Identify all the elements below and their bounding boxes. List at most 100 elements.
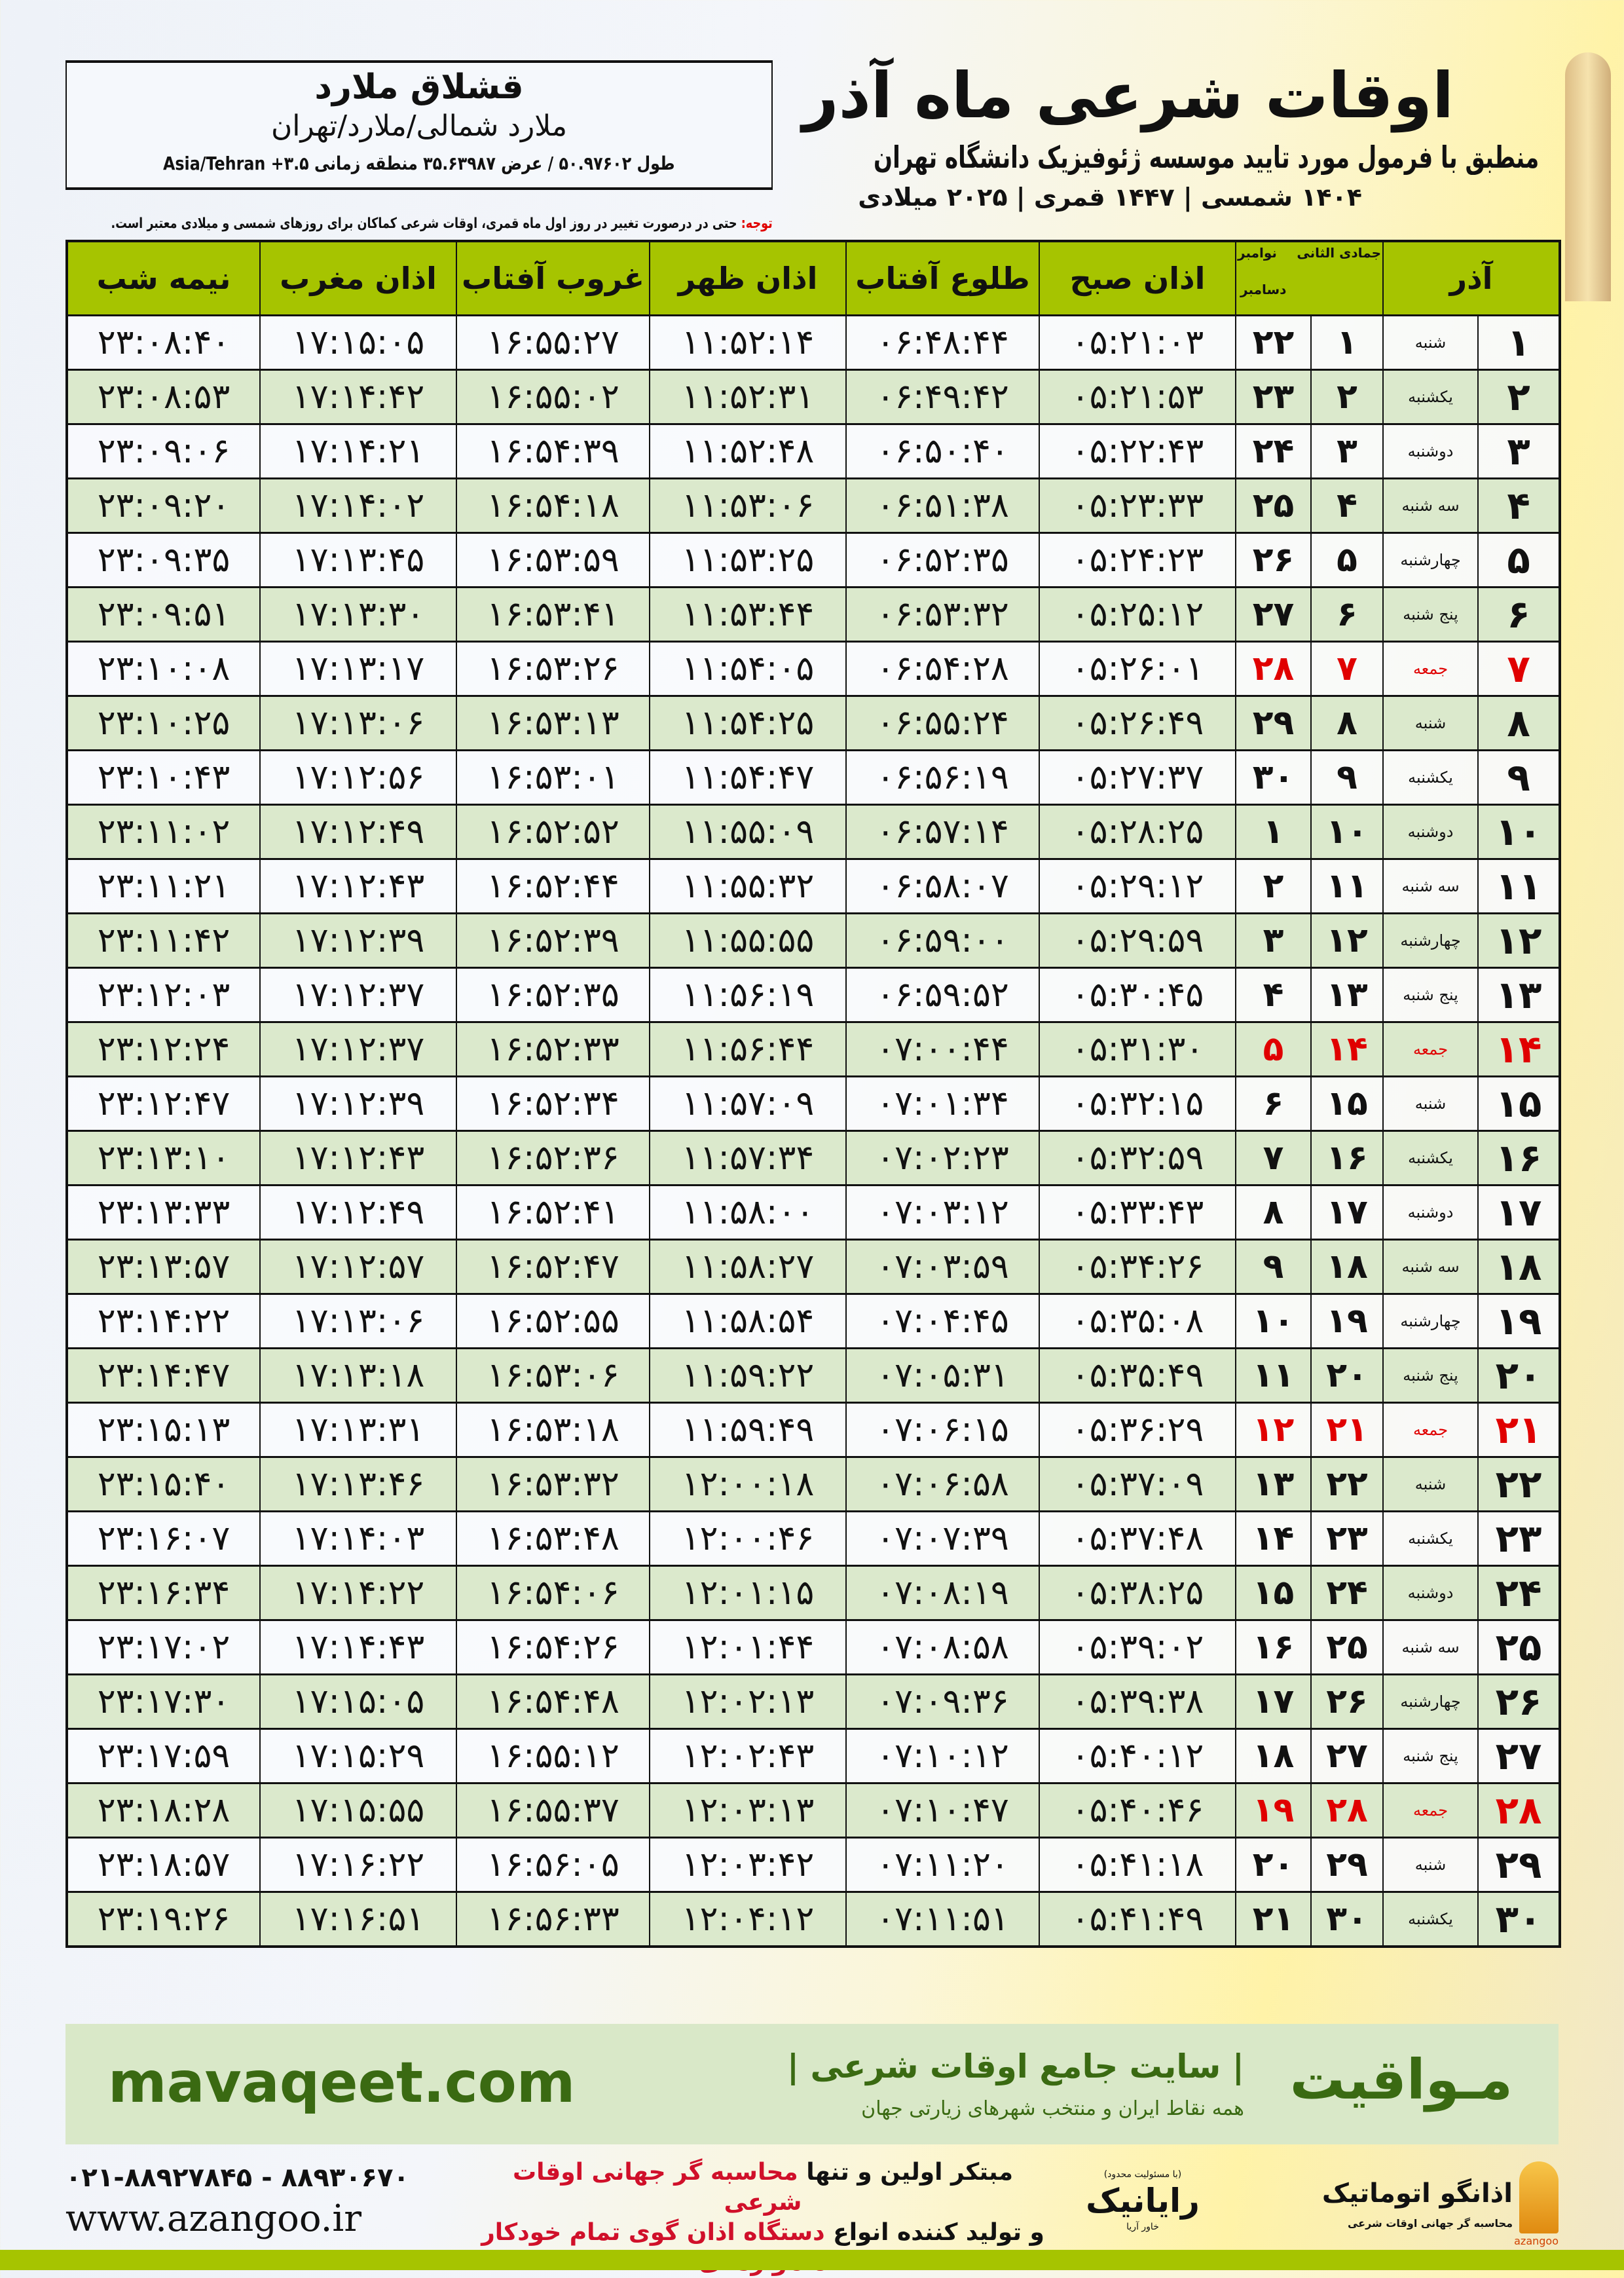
lunar-day: ۲۰ — [1310, 1347, 1384, 1404]
sunrise-time: ۰۶:۵۵:۲۴ — [845, 695, 1040, 751]
table-row: ۷ جمعه ۷ ۲۸ ۰۵:۲۶:۰۱ ۰۶:۵۴:۲۸ ۱۱:۵۴:۰۵ ۱۶:۵۳:۲۶… — [66, 641, 1561, 697]
weekday: سه شنبه — [1382, 858, 1479, 914]
table-row: ۲۳ یکشنبه ۲۳ ۱۴ ۰۵:۳۷:۴۸ ۰۷:۰۷:۳۹ ۱۲:۰۰:۴۶ ۱۶:۵… — [66, 1510, 1561, 1567]
weekday: شنبه — [1382, 1075, 1479, 1132]
midnight-time: ۲۳:۱۷:۳۰ — [66, 1673, 261, 1730]
dhuhr-time: ۱۱:۵۲:۴۸ — [649, 423, 847, 479]
greg-day: ۱۴ — [1234, 1510, 1312, 1567]
maghrib-time: ۱۷:۱۳:۰۶ — [259, 1293, 457, 1349]
sunset-time: ۱۶:۵۴:۴۸ — [456, 1673, 650, 1730]
page-title: اوقات شرعی ماه آذر — [802, 59, 1454, 132]
fajr-time: ۰۵:۲۷:۳۷ — [1039, 749, 1236, 806]
banner-tagline: | سایت جامع اوقات شرعی | — [786, 2047, 1244, 2085]
location-name: قشلاق ملارد — [314, 67, 524, 107]
sunset-time: ۱۶:۵۵:۰۲ — [456, 369, 650, 425]
azangoo-title: اذانگو اتوماتیک — [1321, 2178, 1513, 2209]
table-row: ۶ پنج شنبه ۶ ۲۷ ۰۵:۲۵:۱۲ ۰۶:۵۳:۳۲ ۱۱:۵۳:۴۴ ۱۶:۵… — [66, 586, 1561, 643]
midnight-time: ۲۳:۱۱:۴۲ — [66, 912, 261, 969]
azar-day: ۹ — [1477, 749, 1561, 806]
lunar-day: ۸ — [1310, 695, 1384, 751]
table-row: ۱۴ جمعه ۱۴ ۵ ۰۵:۳۱:۳۰ ۰۷:۰۰:۴۴ ۱۱:۵۶:۴۴ ۱۶:۵۲:۳… — [66, 1021, 1561, 1077]
maghrib-time: ۱۷:۱۳:۰۶ — [259, 695, 457, 751]
midnight-time: ۲۳:۱۰:۲۵ — [66, 695, 261, 751]
sunrise-time: ۰۶:۴۹:۴۲ — [845, 369, 1040, 425]
midnight-time: ۲۳:۱۷:۰۲ — [66, 1619, 261, 1675]
midnight-time: ۲۳:۱۰:۰۸ — [66, 641, 261, 697]
table-row: ۲۴ دوشنبه ۲۴ ۱۵ ۰۵:۳۸:۲۵ ۰۷:۰۸:۱۹ ۱۲:۰۱:۱۵ ۱۶:۵… — [66, 1565, 1561, 1621]
promo-2a: و تولید کننده انواع — [824, 2219, 1044, 2246]
azar-day: ۱۸ — [1477, 1239, 1561, 1295]
greg-day: ۱ — [1234, 804, 1312, 860]
maghrib-time: ۱۷:۱۳:۱۷ — [259, 641, 457, 697]
midnight-time: ۲۳:۱۱:۰۲ — [66, 804, 261, 860]
maghrib-time: ۱۷:۱۲:۳۷ — [259, 1021, 457, 1077]
fajr-time: ۰۵:۲۹:۵۹ — [1039, 912, 1236, 969]
weekday: شنبه — [1382, 314, 1479, 371]
sunrise-time: ۰۶:۵۰:۴۰ — [845, 423, 1040, 479]
sunset-time: ۱۶:۵۲:۴۷ — [456, 1239, 650, 1295]
greg-day: ۳۰ — [1234, 749, 1312, 806]
sunrise-time: ۰۶:۵۹:۵۲ — [845, 967, 1040, 1023]
sunrise-time: ۰۶:۵۴:۲۸ — [845, 641, 1040, 697]
header-dhuhr: اذان ظهر — [649, 240, 847, 316]
sunrise-time: ۰۷:۰۳:۱۲ — [845, 1184, 1040, 1241]
azar-day: ۴ — [1477, 477, 1561, 534]
weekday: جمعه — [1382, 1021, 1479, 1077]
fajr-time: ۰۵:۳۸:۲۵ — [1039, 1565, 1236, 1621]
dhuhr-time: ۱۱:۵۶:۴۴ — [649, 1021, 847, 1077]
weekday: چهارشنبه — [1382, 1673, 1479, 1730]
table-header-row: آذر جمادی الثانی نوامبر دسامبر اذان صبح ط… — [66, 240, 1561, 316]
midnight-time: ۲۳:۰۹:۰۶ — [66, 423, 261, 479]
lunar-day: ۳ — [1310, 423, 1384, 479]
sunset-time: ۱۶:۵۳:۱۳ — [456, 695, 650, 751]
midnight-time: ۲۳:۰۹:۵۱ — [66, 586, 261, 643]
minaret-decoration — [1565, 52, 1611, 301]
greg-day: ۲ — [1234, 858, 1312, 914]
location-box: قشلاق ملارد ملارد شمالی/ملارد/تهران طول … — [65, 60, 773, 190]
table-row: ۳ دوشنبه ۳ ۲۴ ۰۵:۲۲:۴۳ ۰۶:۵۰:۴۰ ۱۱:۵۲:۴۸ ۱۶:۵۴:… — [66, 423, 1561, 479]
azangoo-en: azangoo — [1514, 2235, 1559, 2247]
lunar-day: ۷ — [1310, 641, 1384, 697]
prayer-times-table: آذر جمادی الثانی نوامبر دسامبر اذان صبح ط… — [65, 240, 1562, 1948]
dhuhr-time: ۱۱:۵۳:۴۴ — [649, 586, 847, 643]
table-row: ۱۰ دوشنبه ۱۰ ۱ ۰۵:۲۸:۲۵ ۰۶:۵۷:۱۴ ۱۱:۵۵:۰۹ ۱۶:۵۲… — [66, 804, 1561, 860]
midnight-time: ۲۳:۰۸:۵۳ — [66, 369, 261, 425]
header-november: نوامبر — [1238, 245, 1277, 261]
sunset-time: ۱۶:۵۳:۲۶ — [456, 641, 650, 697]
greg-day: ۵ — [1234, 1021, 1312, 1077]
sunrise-time: ۰۷:۰۷:۳۹ — [845, 1510, 1040, 1567]
dhuhr-time: ۱۱:۵۲:۱۴ — [649, 314, 847, 371]
maghrib-time: ۱۷:۱۲:۴۳ — [259, 1130, 457, 1186]
weekday: جمعه — [1382, 641, 1479, 697]
fajr-time: ۰۵:۴۱:۴۹ — [1039, 1891, 1236, 1947]
azar-day: ۲ — [1477, 369, 1561, 425]
fajr-time: ۰۵:۳۴:۲۶ — [1039, 1239, 1236, 1295]
azangoo-link[interactable]: www.azangoo.ir — [65, 2197, 362, 2240]
dhuhr-time: ۱۱:۵۳:۲۵ — [649, 532, 847, 588]
table-row: ۲۸ جمعه ۲۸ ۱۹ ۰۵:۴۰:۴۶ ۰۷:۱۰:۴۷ ۱۲:۰۳:۱۳ ۱۶:۵۵:… — [66, 1782, 1561, 1839]
fajr-time: ۰۵:۳۲:۱۵ — [1039, 1075, 1236, 1132]
midnight-time: ۲۳:۱۵:۴۰ — [66, 1456, 261, 1512]
lunar-day: ۱۶ — [1310, 1130, 1384, 1186]
mavaqeet-link[interactable]: mavaqeet.com — [108, 2050, 576, 2116]
location-coords-line: طول ۵۰.۹۷۶۰۲ / عرض ۳۵.۶۳۹۸۷ منطقه زمانی … — [67, 152, 771, 176]
maghrib-time: ۱۷:۱۳:۱۸ — [259, 1347, 457, 1404]
maghrib-time: ۱۷:۱۵:۰۵ — [259, 1673, 457, 1730]
azar-day: ۱۷ — [1477, 1184, 1561, 1241]
sunset-time: ۱۶:۵۴:۳۹ — [456, 423, 650, 479]
midnight-time: ۲۳:۱۳:۱۰ — [66, 1130, 261, 1186]
sunset-time: ۱۶:۵۳:۰۶ — [456, 1347, 650, 1404]
greg-day: ۶ — [1234, 1075, 1312, 1132]
maghrib-time: ۱۷:۱۵:۵۵ — [259, 1782, 457, 1839]
azangoo-sub: محاسبه گر جهانی اوقات شرعی — [1347, 2217, 1513, 2230]
lunar-day: ۹ — [1310, 749, 1384, 806]
sunrise-time: ۰۷:۰۴:۴۵ — [845, 1293, 1040, 1349]
fajr-time: ۰۵:۲۴:۲۳ — [1039, 532, 1236, 588]
midnight-time: ۲۳:۱۶:۰۷ — [66, 1510, 261, 1567]
promo-1b: محاسبه گر جهانی اوقات شرعی — [512, 2159, 802, 2216]
maghrib-time: ۱۷:۱۴:۰۲ — [259, 477, 457, 534]
fajr-time: ۰۵:۳۵:۴۹ — [1039, 1347, 1236, 1404]
sunset-time: ۱۶:۵۵:۳۷ — [456, 1782, 650, 1839]
sunrise-time: ۰۷:۰۲:۲۳ — [845, 1130, 1040, 1186]
azar-day: ۱۴ — [1477, 1021, 1561, 1077]
